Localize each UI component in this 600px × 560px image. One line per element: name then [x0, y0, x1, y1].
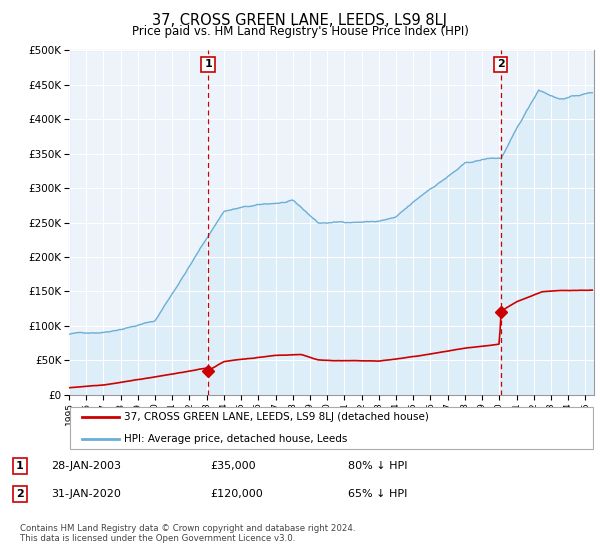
Text: 2: 2 — [16, 489, 23, 499]
Text: Price paid vs. HM Land Registry's House Price Index (HPI): Price paid vs. HM Land Registry's House … — [131, 25, 469, 38]
Text: £120,000: £120,000 — [210, 489, 263, 499]
Text: 1: 1 — [204, 59, 212, 69]
Text: 37, CROSS GREEN LANE, LEEDS, LS9 8LJ (detached house): 37, CROSS GREEN LANE, LEEDS, LS9 8LJ (de… — [124, 412, 429, 422]
Text: 31-JAN-2020: 31-JAN-2020 — [51, 489, 121, 499]
Text: 37, CROSS GREEN LANE, LEEDS, LS9 8LJ: 37, CROSS GREEN LANE, LEEDS, LS9 8LJ — [152, 13, 448, 28]
Text: £35,000: £35,000 — [210, 461, 256, 471]
Text: 28-JAN-2003: 28-JAN-2003 — [51, 461, 121, 471]
Text: 80% ↓ HPI: 80% ↓ HPI — [348, 461, 407, 471]
Text: HPI: Average price, detached house, Leeds: HPI: Average price, detached house, Leed… — [124, 434, 347, 444]
Text: Contains HM Land Registry data © Crown copyright and database right 2024.
This d: Contains HM Land Registry data © Crown c… — [20, 524, 355, 543]
Text: 1: 1 — [16, 461, 23, 471]
Text: 65% ↓ HPI: 65% ↓ HPI — [348, 489, 407, 499]
FancyBboxPatch shape — [70, 407, 593, 449]
Text: 2: 2 — [497, 59, 505, 69]
